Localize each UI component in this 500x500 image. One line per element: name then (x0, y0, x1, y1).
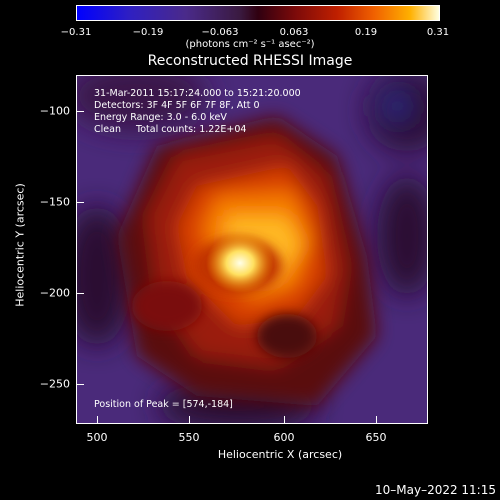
y-tickmark (76, 202, 84, 203)
y-tick-label: −250 (39, 377, 70, 391)
annotation-time: 31-Mar-2011 15:17:24.000 to 15:21:20.000 (94, 88, 301, 99)
colorbar-tick: −0.31 (60, 27, 92, 38)
colorbar (76, 5, 440, 21)
colorbar-tick: −0.19 (132, 27, 164, 38)
y-tickmark (76, 293, 84, 294)
colorbar-tick: 0.063 (279, 27, 309, 38)
annotation-detectors: Detectors: 3F 4F 5F 6F 7F 8F, Att 0 (94, 100, 260, 111)
annotation-peak: Position of Peak = [574,-184] (94, 399, 233, 410)
colorbar-tick: 0.31 (426, 27, 450, 38)
footer-date: 10–May–2022 11:15 (374, 483, 496, 497)
y-tickmark (76, 384, 84, 385)
x-tickmark (97, 416, 98, 424)
rhessi-image (76, 75, 428, 424)
y-tick-label: −200 (39, 286, 70, 300)
annotation-energy: Energy Range: 3.0 - 6.0 keV (94, 112, 227, 123)
x-tickmark (376, 416, 377, 424)
y-tick-label: −150 (39, 195, 70, 209)
x-tickmark (189, 416, 190, 424)
y-axis-label: Heliocentric Y (arcsec) (13, 183, 27, 307)
annotation-algorithm: Clean Total counts: 1.22E+04 (94, 124, 247, 135)
x-tick-label: 500 (86, 431, 108, 444)
colorbar-units: (photons cm⁻² s⁻¹ asec⁻²) (185, 39, 315, 50)
colorbar-tick: −0.063 (201, 27, 239, 38)
y-tickmark (76, 111, 84, 112)
x-tick-label: 600 (273, 431, 295, 444)
x-tick-label: 650 (365, 431, 387, 444)
x-tick-label: 550 (178, 431, 200, 444)
x-tickmark (284, 416, 285, 424)
page-title: Reconstructed RHESSI Image (147, 53, 353, 69)
x-axis-label: Heliocentric X (arcsec) (217, 448, 343, 461)
colorbar-ticks: −0.31 −0.19 −0.063 0.063 0.19 0.31 (0, 27, 500, 39)
y-tick-label: −100 (39, 104, 70, 118)
colorbar-tick: 0.19 (354, 27, 378, 38)
